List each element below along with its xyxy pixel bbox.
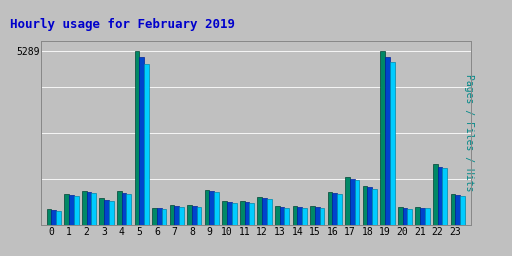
Bar	[460, 196, 465, 225]
Bar	[117, 191, 122, 225]
Bar	[302, 208, 307, 225]
Bar	[310, 206, 315, 225]
Bar	[315, 207, 319, 225]
Bar	[99, 198, 104, 225]
Bar	[227, 202, 232, 225]
Bar	[292, 206, 297, 225]
Bar	[425, 208, 430, 225]
Bar	[420, 208, 425, 225]
Bar	[368, 187, 372, 225]
Bar	[222, 201, 227, 225]
Bar	[408, 209, 412, 225]
Bar	[135, 51, 139, 225]
Bar	[214, 192, 219, 225]
Bar	[245, 202, 249, 225]
Bar	[109, 201, 114, 225]
Bar	[192, 206, 197, 225]
Bar	[355, 180, 359, 225]
Bar	[179, 207, 184, 225]
Bar	[65, 194, 69, 225]
Bar	[337, 194, 342, 225]
Bar	[345, 177, 350, 225]
Bar	[47, 209, 52, 225]
Bar	[205, 190, 209, 225]
Bar	[187, 205, 192, 225]
Bar	[362, 186, 368, 225]
Bar	[398, 207, 402, 225]
Bar	[139, 57, 144, 225]
Bar	[104, 200, 109, 225]
Bar	[455, 195, 460, 225]
Text: Hourly usage for February 2019: Hourly usage for February 2019	[10, 18, 235, 31]
Y-axis label: Pages / Files / Hits: Pages / Files / Hits	[464, 74, 474, 192]
Bar	[240, 201, 245, 225]
Bar	[350, 178, 355, 225]
Bar	[249, 203, 254, 225]
Bar	[297, 207, 302, 225]
Bar	[82, 191, 87, 225]
Bar	[175, 206, 179, 225]
Bar	[415, 207, 420, 225]
Bar	[197, 207, 201, 225]
Bar	[438, 167, 442, 225]
Bar	[402, 208, 408, 225]
Bar	[433, 164, 438, 225]
Bar	[126, 194, 131, 225]
Bar	[442, 168, 447, 225]
Bar	[280, 207, 285, 225]
Bar	[332, 193, 337, 225]
Bar	[319, 208, 324, 225]
Bar	[74, 196, 78, 225]
Bar	[52, 210, 56, 225]
Bar	[262, 198, 267, 225]
Bar	[69, 195, 74, 225]
Bar	[258, 197, 262, 225]
Bar	[328, 192, 332, 225]
Bar	[157, 208, 162, 225]
Bar	[209, 191, 214, 225]
Bar	[285, 208, 289, 225]
Bar	[162, 209, 166, 225]
Bar	[91, 193, 96, 225]
Bar	[390, 62, 395, 225]
Bar	[152, 208, 157, 225]
Bar	[56, 211, 61, 225]
Bar	[267, 199, 272, 225]
Bar	[232, 203, 237, 225]
Bar	[144, 64, 149, 225]
Bar	[122, 193, 126, 225]
Bar	[451, 194, 455, 225]
Bar	[385, 57, 390, 225]
Bar	[380, 51, 385, 225]
Bar	[372, 189, 377, 225]
Bar	[87, 192, 91, 225]
Bar	[169, 205, 175, 225]
Bar	[275, 206, 280, 225]
